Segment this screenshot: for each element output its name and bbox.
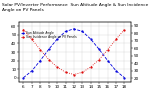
Sun Altitude Angle xyxy=(64,31,66,32)
Legend: Sun Altitude Angle, Sun Incidence Angle on PV Panels: Sun Altitude Angle, Sun Incidence Angle … xyxy=(21,31,77,40)
Sun Altitude Angle xyxy=(107,60,109,61)
Sun Altitude Angle xyxy=(31,70,33,72)
Sun Incidence Angle on PV Panels xyxy=(73,74,75,75)
Sun Altitude Angle xyxy=(48,49,50,50)
Sun Incidence Angle on PV Panels xyxy=(56,66,58,68)
Sun Altitude Angle xyxy=(115,70,117,72)
Sun Altitude Angle xyxy=(56,38,58,40)
Sun Incidence Angle on PV Panels xyxy=(48,59,50,60)
Sun Incidence Angle on PV Panels xyxy=(22,29,24,30)
Sun Altitude Angle xyxy=(22,77,24,78)
Line: Sun Incidence Angle on PV Panels: Sun Incidence Angle on PV Panels xyxy=(23,29,125,75)
Sun Altitude Angle xyxy=(39,60,41,61)
Sun Incidence Angle on PV Panels xyxy=(115,39,117,40)
Text: Solar PV/Inverter Performance  Sun Altitude Angle & Sun Incidence Angle on PV Pa: Solar PV/Inverter Performance Sun Altitu… xyxy=(2,3,148,12)
Sun Incidence Angle on PV Panels xyxy=(39,49,41,50)
Line: Sun Altitude Angle: Sun Altitude Angle xyxy=(23,28,125,78)
Sun Incidence Angle on PV Panels xyxy=(64,72,66,73)
Sun Altitude Angle xyxy=(124,77,125,78)
Sun Incidence Angle on PV Panels xyxy=(31,39,33,40)
Sun Incidence Angle on PV Panels xyxy=(81,72,83,73)
Sun Altitude Angle xyxy=(73,28,75,30)
Sun Incidence Angle on PV Panels xyxy=(98,59,100,60)
Sun Incidence Angle on PV Panels xyxy=(124,29,125,30)
Sun Incidence Angle on PV Panels xyxy=(90,66,92,68)
Sun Altitude Angle xyxy=(98,49,100,50)
Sun Altitude Angle xyxy=(90,38,92,40)
Sun Incidence Angle on PV Panels xyxy=(107,49,109,50)
Sun Altitude Angle xyxy=(81,31,83,32)
